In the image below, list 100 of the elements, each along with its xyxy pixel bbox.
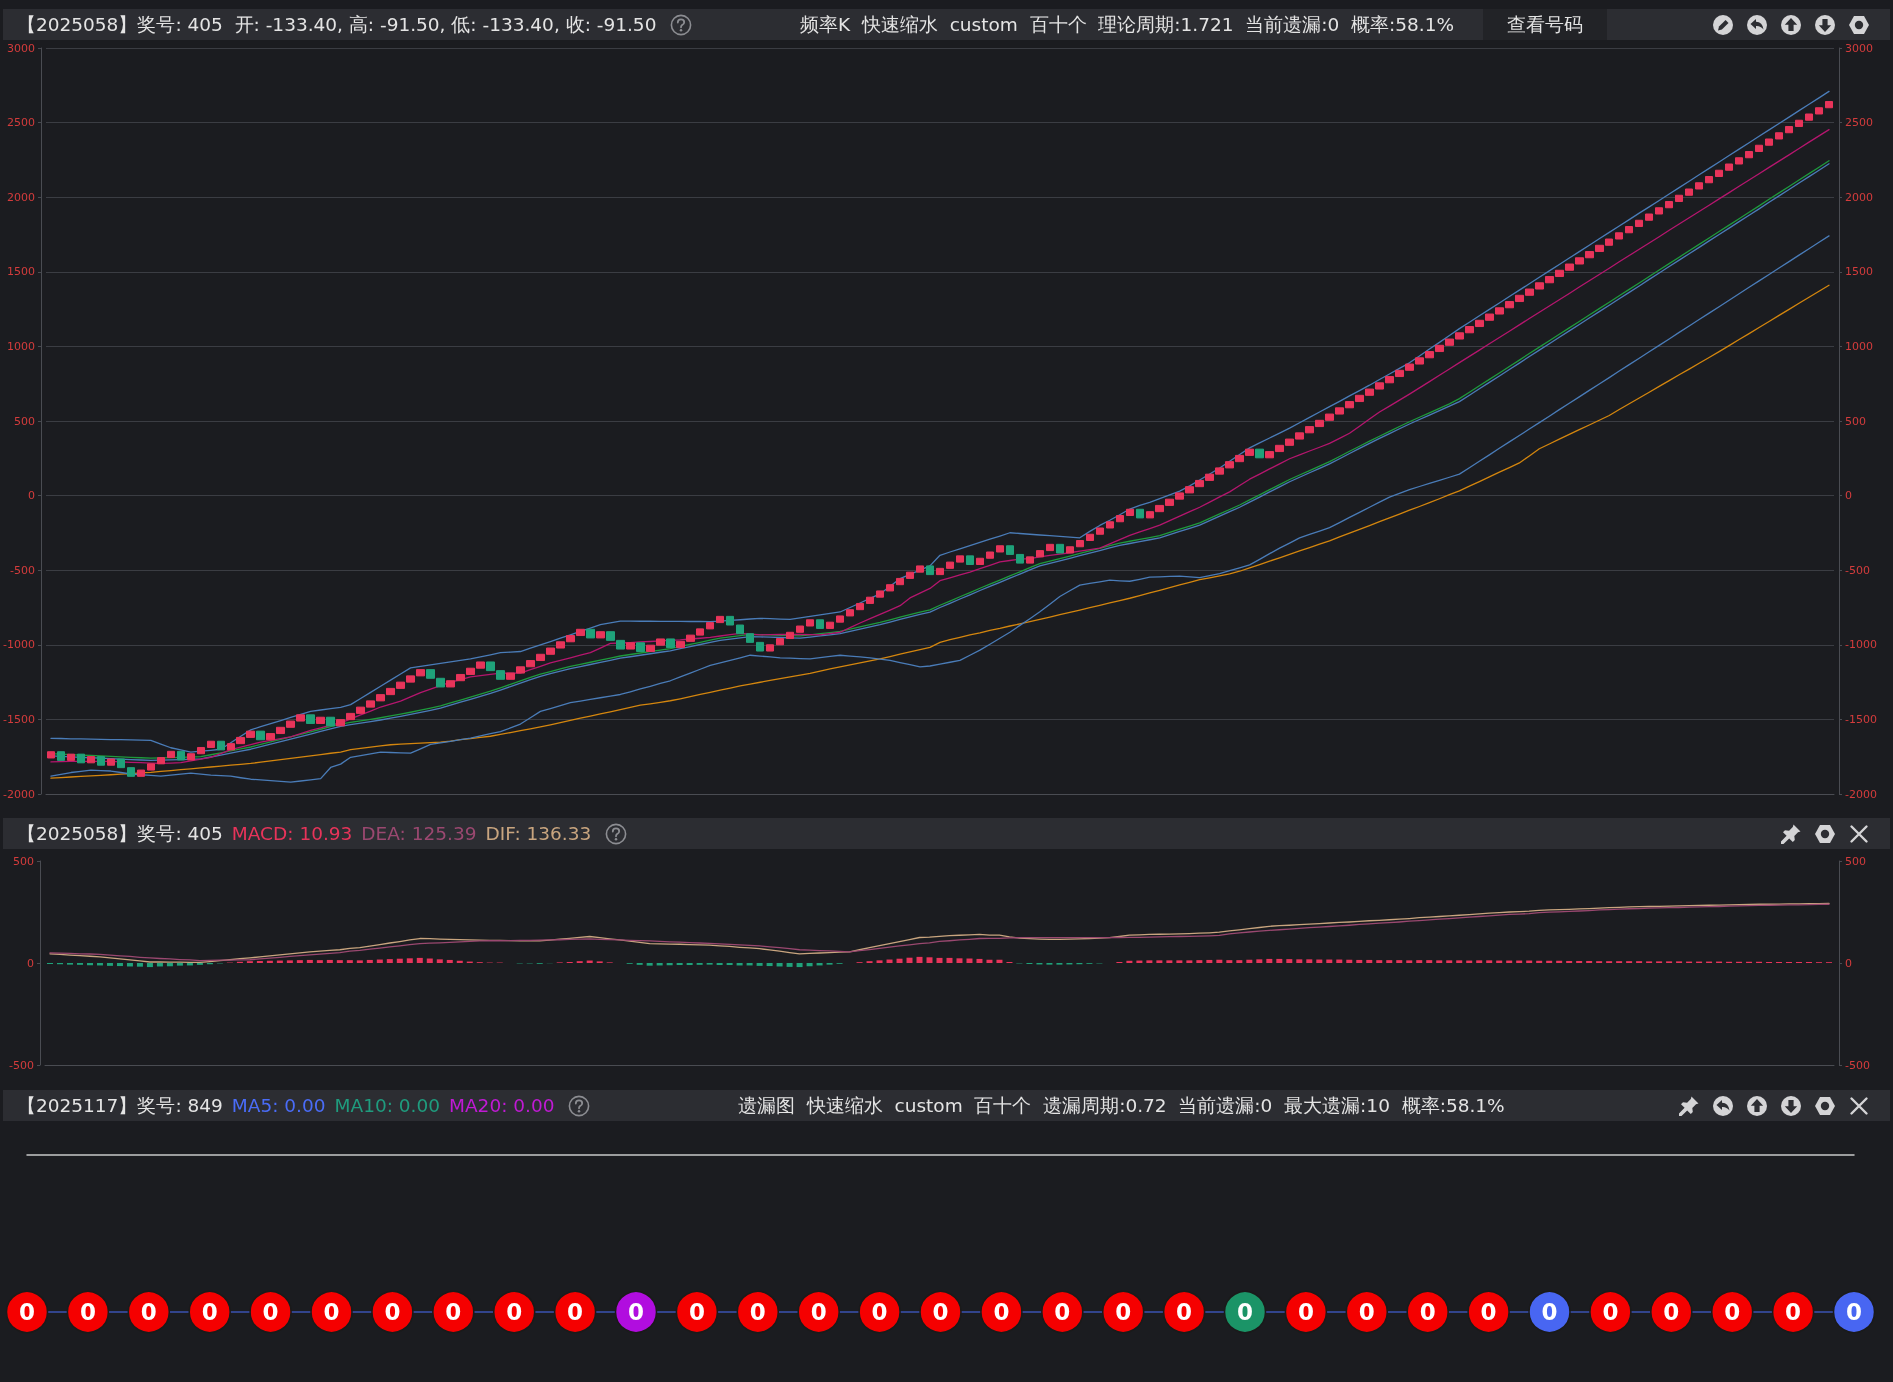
data-label: 0 — [1724, 1299, 1741, 1325]
candlestick — [1795, 119, 1803, 127]
data-label: 0 — [506, 1299, 523, 1325]
candlestick — [976, 557, 984, 566]
candlestick — [1805, 113, 1813, 121]
candlestick — [117, 758, 125, 769]
chart-title: 【2025058】奖号: 405 — [17, 822, 223, 846]
y2-tick-label: -500 — [1845, 1058, 1870, 1072]
data-label: 0 — [1541, 1299, 1558, 1325]
candlestick — [1785, 125, 1793, 134]
candlestick — [1765, 138, 1773, 146]
candlestick — [1755, 144, 1763, 152]
y-tick-label: 500 — [13, 854, 34, 868]
candlestick — [996, 545, 1004, 553]
y2-tick-label: 500 — [1845, 414, 1866, 428]
candlestick — [1066, 546, 1074, 554]
candlestick — [256, 730, 265, 741]
data-label: 0 — [262, 1299, 279, 1325]
candlestick — [1016, 553, 1024, 564]
y-tick-label: 1000 — [6, 339, 35, 353]
candlestick — [127, 767, 135, 777]
text: DEA: 125.39 — [361, 822, 477, 846]
y-tick-label: -500 — [9, 563, 35, 577]
candlestick — [1126, 508, 1134, 516]
candlestick — [776, 638, 784, 646]
y-tick-label: -2000 — [2, 787, 35, 801]
data-label: 0 — [1236, 1299, 1254, 1325]
y2-tick-label: 1500 — [1845, 265, 1873, 279]
candlestick — [1255, 448, 1264, 459]
candlestick — [586, 628, 595, 639]
data-label: 0 — [1115, 1299, 1132, 1325]
candlestick — [816, 619, 824, 629]
candlestick — [167, 750, 175, 759]
candlestick — [896, 577, 904, 586]
candlestick — [306, 714, 315, 724]
candlestick — [207, 740, 215, 748]
data-label: 0 — [1663, 1299, 1680, 1325]
y-tick-label: 0 — [27, 956, 34, 970]
text: MACD: 10.93 — [231, 822, 353, 846]
candlestick — [906, 571, 914, 579]
candlestick — [726, 615, 734, 626]
y-tick-label: -500 — [9, 1058, 34, 1072]
candlestick — [966, 555, 974, 566]
candlestick — [57, 751, 65, 761]
candlestick — [1625, 226, 1633, 234]
text: 【2025117】奖号: 849 — [17, 1094, 223, 1118]
y2-tick-label: -1500 — [1845, 712, 1877, 726]
candlestick — [1645, 213, 1653, 221]
candlestick — [1056, 543, 1064, 554]
candlestick — [1725, 163, 1733, 171]
candlestick — [846, 609, 854, 617]
candlestick — [756, 641, 764, 652]
data-label: 0 — [445, 1299, 462, 1325]
candlestick — [866, 596, 874, 604]
data-label: 0 — [1845, 1299, 1863, 1325]
candlestick — [596, 631, 605, 639]
text: 遗漏图 快速缩水 custom 百十个 遗漏周期:0.72 当前遗漏:0 最大遗漏:10 概率:58.1% — [738, 1094, 1505, 1118]
candlestick — [1106, 521, 1114, 529]
y2-tick-label: 1000 — [1845, 339, 1873, 353]
data-label: 0 — [384, 1299, 401, 1325]
candlestick — [197, 746, 205, 755]
candlestick — [1615, 232, 1623, 240]
chart-title: 【2025058】奖号: 405 开: -133.40, 高: -91.50, 低: -133.40, 收: -91.50 — [17, 13, 657, 37]
data-label: 0 — [201, 1299, 218, 1325]
data-label: 0 — [1480, 1299, 1497, 1325]
text: MA20: 0.00 — [449, 1094, 555, 1118]
data-label: 0 — [79, 1299, 96, 1325]
data-label: 0 — [1419, 1299, 1436, 1325]
text: DIF: 136.33 — [485, 822, 592, 846]
data-label: 0 — [1297, 1299, 1314, 1325]
candlestick — [1046, 543, 1054, 552]
y2-tick-label: 2000 — [1845, 190, 1873, 204]
y-tick-label: -1000 — [2, 638, 35, 652]
candlestick — [1815, 107, 1823, 115]
y-tick-label: 500 — [13, 414, 35, 428]
candlestick — [786, 631, 794, 640]
data-label: 0 — [993, 1299, 1010, 1325]
candlestick — [137, 769, 145, 777]
candlestick — [1675, 194, 1683, 203]
y-tick-label: -1500 — [2, 712, 35, 726]
candlestick — [986, 551, 994, 559]
data-label: 0 — [749, 1299, 766, 1325]
data-label: 0 — [810, 1299, 827, 1325]
data-label: 0 — [627, 1299, 645, 1325]
candlestick — [1735, 157, 1743, 165]
y2-tick-label: 500 — [1845, 854, 1866, 868]
text: 查看号码 — [1483, 9, 1607, 40]
candlestick — [1116, 515, 1124, 523]
candlestick — [636, 642, 645, 652]
candlestick — [77, 753, 85, 764]
candlestick — [107, 758, 115, 766]
text: MA10: 0.00 — [334, 1094, 440, 1118]
candlestick — [1705, 176, 1713, 184]
candlestick — [1685, 188, 1693, 196]
candlestick — [47, 751, 55, 759]
candlestick — [1775, 132, 1783, 140]
candlestick — [187, 753, 195, 761]
candlestick — [1136, 508, 1144, 519]
candlestick — [936, 567, 944, 576]
data-label: 0 — [1054, 1299, 1071, 1325]
